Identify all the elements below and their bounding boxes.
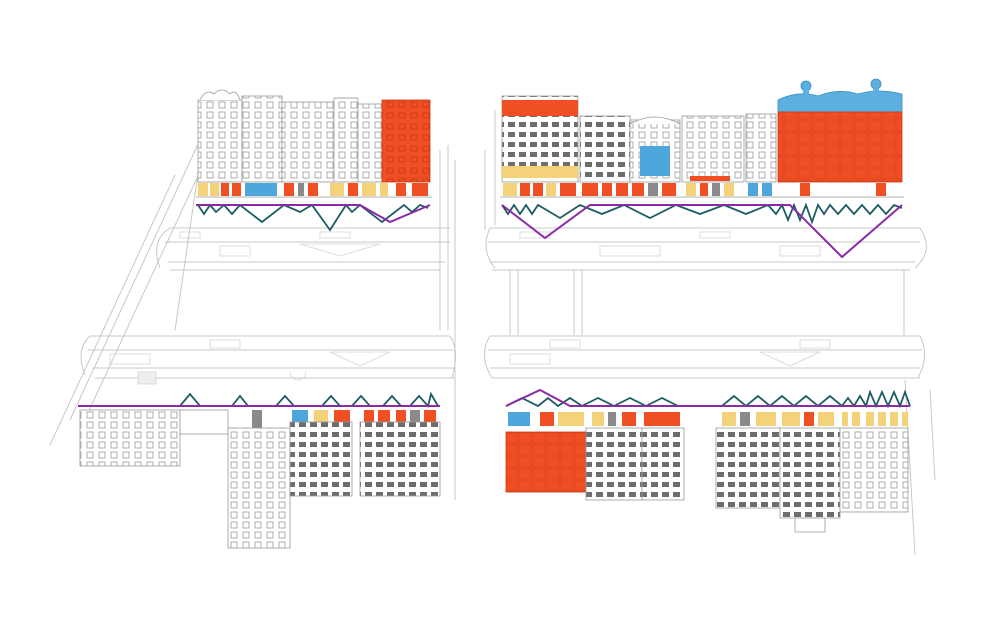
facade-top-right — [500, 78, 904, 259]
street-details — [109, 231, 831, 385]
street-linework — [49, 110, 936, 556]
facade-bottom-right — [505, 388, 911, 533]
facade-top-left — [196, 89, 432, 232]
facade-bottom-left — [78, 391, 441, 549]
